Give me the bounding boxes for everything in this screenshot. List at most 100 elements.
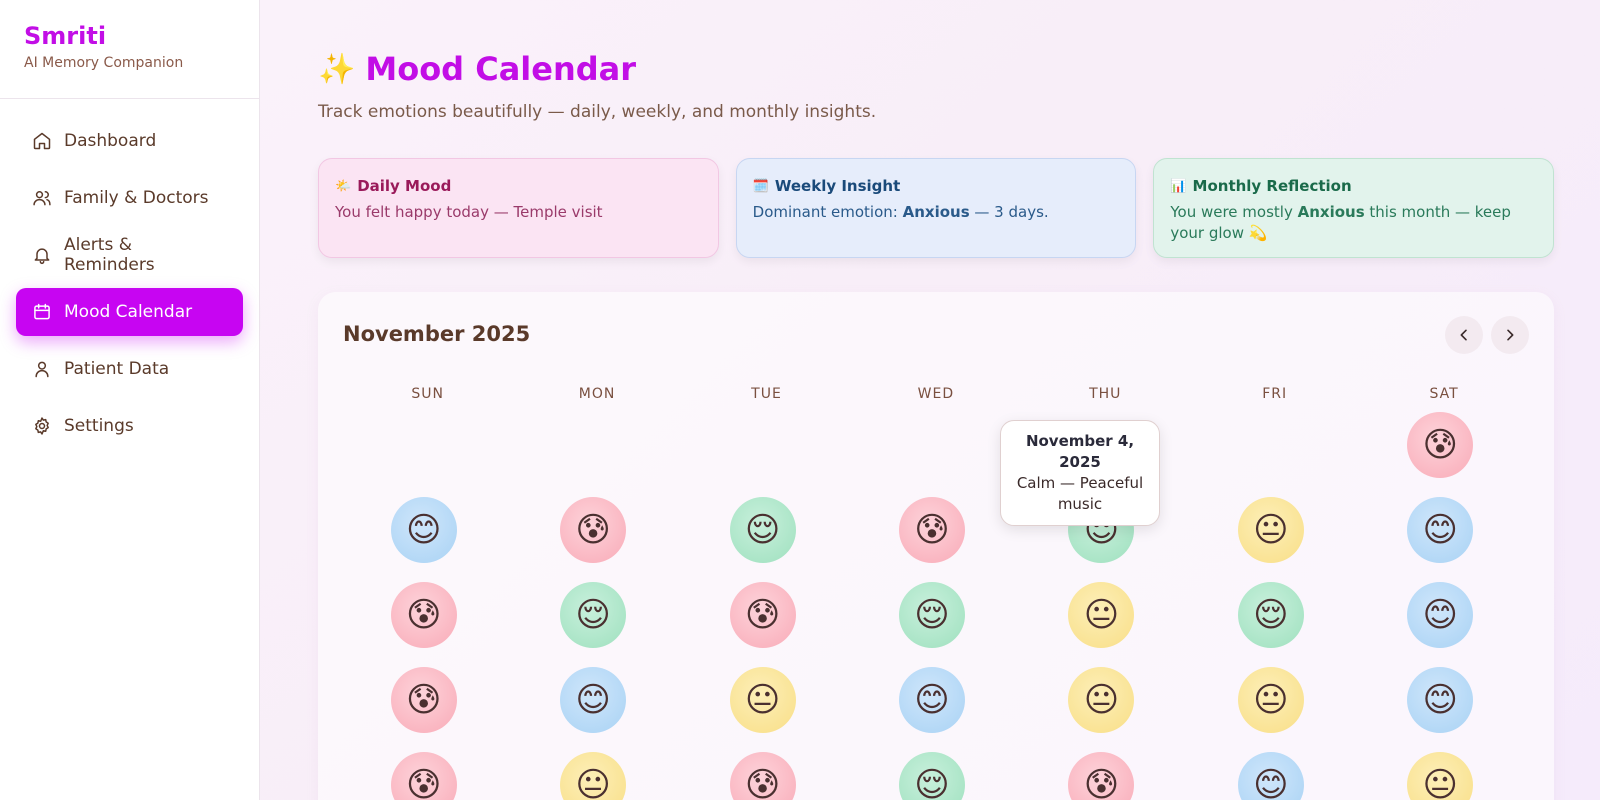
day-cell-anxious[interactable]: 😰 xyxy=(390,752,457,800)
chevron-left-icon xyxy=(1460,329,1467,341)
happy-face-icon: 😊 xyxy=(1253,765,1289,800)
calendar-icon xyxy=(34,303,50,320)
day-cell-happy[interactable]: 😊 xyxy=(1407,582,1474,648)
happy-face-icon: 😊 xyxy=(1422,680,1458,720)
day-tooltip: November 4, 2025 Calm — Peaceful music xyxy=(1000,420,1160,526)
sidebar-item-mood-calendar[interactable]: Mood Calendar xyxy=(16,288,243,336)
monthly-emotion: Anxious xyxy=(1297,203,1365,221)
day-cell-happy[interactable]: 😊 xyxy=(560,667,627,733)
day-cell-anxious[interactable]: 😰 xyxy=(729,582,796,648)
day-cell-happy[interactable]: 😊 xyxy=(390,497,457,563)
day-cell-happy[interactable]: 😊 xyxy=(899,667,965,733)
insight-cards: 🌤️ Daily Mood You felt happy today — Tem… xyxy=(318,158,1555,258)
gear-icon xyxy=(35,417,49,435)
calm-face-icon: 😌 xyxy=(1253,595,1289,635)
day-cell-calm[interactable]: 😌 xyxy=(899,752,965,800)
card-text-post: — 3 days. xyxy=(969,203,1049,221)
anxious-face-icon: 😰 xyxy=(1422,425,1458,465)
sidebar-item-alerts-reminders[interactable]: Alerts & Reminders xyxy=(16,231,243,279)
calendar-emoji-icon: 🗓️ xyxy=(752,178,769,194)
sidebar-item-family-doctors[interactable]: Family & Doctors xyxy=(16,174,243,222)
sidebar-item-label: Alerts & Reminders xyxy=(64,235,155,275)
anxious-face-icon: 😰 xyxy=(744,595,781,635)
day-cell-neutral[interactable]: 😐 xyxy=(1068,582,1135,648)
sidebar-nav: Dashboard Family & Doctors Alerts & Remi… xyxy=(0,99,259,477)
day-cell-neutral[interactable]: 😐 xyxy=(1237,497,1304,563)
neutral-face-icon: 😐 xyxy=(1422,765,1458,800)
day-cell-happy[interactable]: 😊 xyxy=(1237,752,1304,800)
card-text: You felt happy today — Temple visit xyxy=(335,203,603,221)
card-text-post: this month — keep your glow 💫 xyxy=(1170,203,1511,242)
brand-name: Smriti xyxy=(24,22,107,50)
sidebar-item-label: Family & Doctors xyxy=(64,188,209,208)
neutral-face-icon: 😐 xyxy=(1253,680,1289,720)
sidebar-item-patient-data[interactable]: Patient Data xyxy=(16,345,243,393)
day-cell-anxious[interactable]: 😰 xyxy=(560,497,627,563)
anxious-face-icon: 😰 xyxy=(1083,765,1120,800)
page-title: Mood Calendar xyxy=(365,50,637,88)
sidebar-item-label: Settings xyxy=(64,416,134,436)
neutral-face-icon: 😐 xyxy=(1083,680,1120,720)
day-cell-neutral[interactable]: 😐 xyxy=(729,667,796,733)
calm-face-icon: 😌 xyxy=(575,595,611,635)
weekday-label: THU xyxy=(1089,386,1122,402)
day-cell-neutral[interactable]: 😐 xyxy=(560,752,627,800)
calm-face-icon: 😌 xyxy=(744,510,781,550)
next-month-button[interactable] xyxy=(1491,316,1529,354)
weekday-label: FRI xyxy=(1262,386,1288,402)
day-cell-calm[interactable]: 😌 xyxy=(560,582,627,648)
day-cell-calm[interactable]: 😌 xyxy=(729,497,796,563)
weekday-label: TUE xyxy=(751,386,782,402)
day-cell-anxious[interactable]: 😰 xyxy=(1407,412,1474,478)
day-cell-neutral[interactable]: 😐 xyxy=(1068,667,1135,733)
day-cell-anxious[interactable]: 😰 xyxy=(899,497,965,563)
day-cell-calm[interactable]: 😌 xyxy=(899,582,965,648)
user-icon xyxy=(35,361,49,378)
day-cell-anxious[interactable]: 😰 xyxy=(729,752,796,800)
sidebar-item-settings[interactable]: Settings xyxy=(16,402,243,450)
weekday-label: WED xyxy=(917,386,955,402)
card-title: Weekly Insight xyxy=(774,177,901,195)
bar-chart-icon: 📊 xyxy=(1170,178,1187,194)
anxious-face-icon: 😰 xyxy=(405,765,442,800)
card-title: Monthly Reflection xyxy=(1192,177,1352,195)
day-cell-happy[interactable]: 😊 xyxy=(1407,667,1474,733)
day-cell-neutral[interactable]: 😐 xyxy=(1237,667,1304,733)
day-cell-calm[interactable]: 😌 xyxy=(1237,582,1304,648)
neutral-face-icon: 😐 xyxy=(1083,595,1120,635)
anxious-face-icon: 😰 xyxy=(405,595,442,635)
sidebar-item-label: Mood Calendar xyxy=(64,302,193,322)
dominant-emotion: Anxious xyxy=(902,203,970,221)
sparkles-icon: ✨ xyxy=(318,51,356,87)
card-text: Dominant emotion: Anxious — 3 days. xyxy=(753,202,1120,223)
page-header: ✨ Mood Calendar xyxy=(318,50,636,88)
sidebar: Smriti AI Memory Companion Dashboard Fam… xyxy=(0,0,260,800)
previous-month-button[interactable] xyxy=(1445,316,1483,354)
card-text-pre: You were mostly xyxy=(1170,203,1298,221)
calendar-month-label: November 2025 xyxy=(343,322,531,346)
brand: Smriti AI Memory Companion xyxy=(0,0,259,99)
bell-icon xyxy=(34,248,50,265)
sidebar-item-dashboard[interactable]: Dashboard xyxy=(16,117,243,165)
calm-face-icon: 😌 xyxy=(914,765,950,800)
tooltip-text: Calm — Peaceful music xyxy=(1016,474,1144,513)
mood-calendar: November 2025 SUN MON TUE WED THU FRI SA… xyxy=(318,292,1554,800)
day-cell-neutral[interactable]: 😐 xyxy=(1407,752,1474,800)
neutral-face-icon: 😐 xyxy=(744,680,781,720)
day-cell-happy[interactable]: 😊 xyxy=(1407,497,1474,563)
weekday-label: SAT xyxy=(1429,386,1459,402)
weekday-label: SUN xyxy=(411,386,444,402)
calm-face-icon: 😌 xyxy=(914,595,950,635)
happy-face-icon: 😊 xyxy=(914,680,950,720)
day-cell-anxious[interactable]: 😰 xyxy=(390,582,457,648)
neutral-face-icon: 😐 xyxy=(575,765,611,800)
monthly-reflection-card: 📊 Monthly Reflection You were mostly Anx… xyxy=(1153,158,1555,258)
weekday-label: MON xyxy=(578,386,616,402)
anxious-face-icon: 😰 xyxy=(744,765,781,800)
calendar-nav xyxy=(1445,316,1529,354)
anxious-face-icon: 😰 xyxy=(914,510,950,550)
sidebar-item-label: Dashboard xyxy=(64,131,157,151)
day-cell-anxious[interactable]: 😰 xyxy=(1068,752,1135,800)
day-cell-anxious[interactable]: 😰 xyxy=(390,667,457,733)
daily-mood-card: 🌤️ Daily Mood You felt happy today — Tem… xyxy=(318,158,719,258)
